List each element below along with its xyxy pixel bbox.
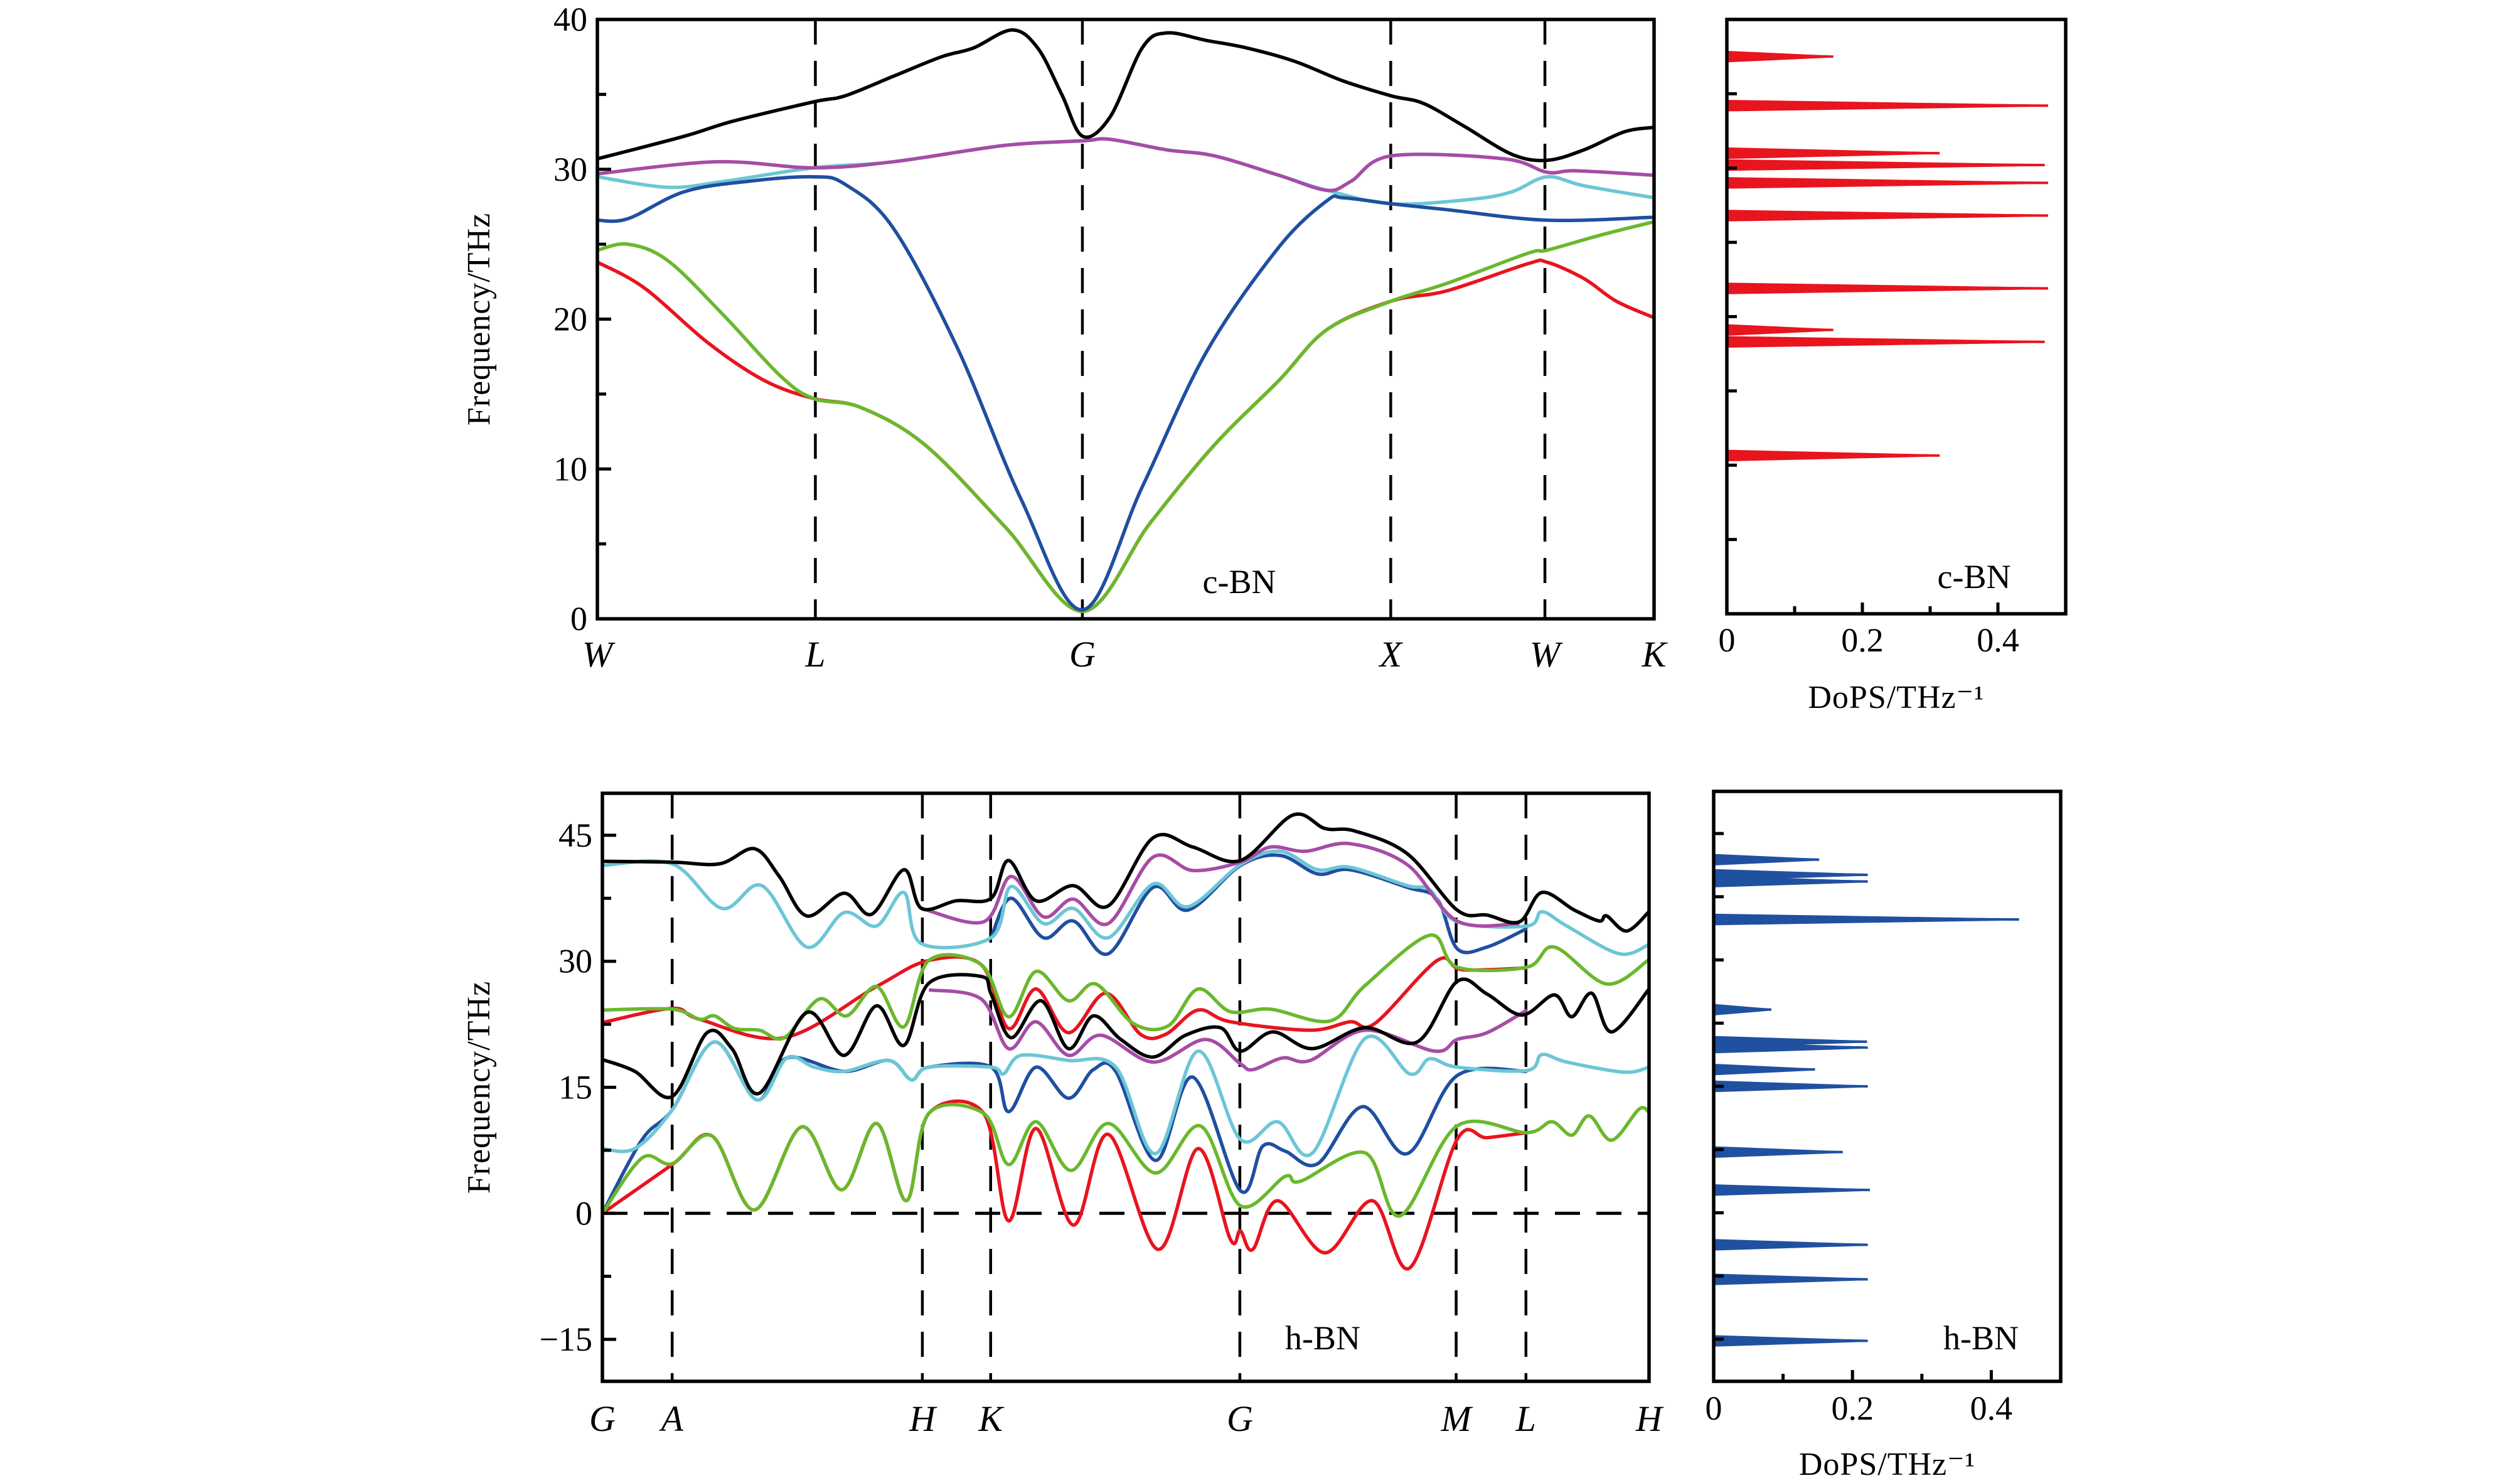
plot-frame — [1725, 18, 2068, 616]
k-point-label: X — [1379, 634, 1404, 675]
plot-area — [597, 19, 1654, 619]
phonon-branch-line — [597, 137, 1654, 193]
y-tick-label: 0 — [570, 600, 587, 638]
dos-peak-line — [1714, 1337, 1868, 1342]
dos-peak-line — [1727, 53, 1834, 58]
phonon-branch-line — [597, 174, 1654, 612]
phonon-branch-line — [597, 258, 1654, 613]
phonon-branch-line — [597, 220, 1654, 613]
dos-peak-line — [1714, 1276, 1868, 1281]
dos-peak-line — [1727, 452, 1940, 457]
k-point-label: W — [1530, 634, 1563, 675]
x-tick-label: 0.2 — [1831, 1389, 1874, 1427]
cbn-band-structure-panel: W L G X W K 0 10 20 30 40 Frequency/THz c-BN — [461, 1, 1668, 675]
dos-peak-line — [1727, 326, 1834, 331]
dos-peak-line — [1714, 1006, 1771, 1011]
dos-peak-line — [1714, 1038, 1867, 1043]
k-point-label: L — [1515, 1398, 1536, 1439]
k-point-label: G — [1227, 1398, 1253, 1439]
phonon-branch-line — [602, 973, 1649, 1100]
material-annotation: h-BN — [1943, 1319, 2019, 1357]
y-axis-label: Frequency/THz — [461, 981, 497, 1194]
x-tick-label: 0 — [1706, 1389, 1722, 1427]
k-point-label: H — [1635, 1398, 1664, 1439]
phonon-branch-line — [928, 988, 1528, 1072]
dos-peak-line — [1727, 102, 2048, 107]
y-tick-label: 15 — [558, 1069, 592, 1106]
k-point-label: K — [978, 1398, 1005, 1439]
k-point-label: M — [1440, 1398, 1473, 1439]
phonon-branch-line — [602, 1034, 1649, 1157]
dos-peak-line — [1714, 1148, 1843, 1154]
k-point-label: G — [1069, 634, 1096, 675]
phonon-branch-line — [989, 853, 1528, 956]
dos-peak-line — [1714, 1044, 1868, 1049]
phonon-branch-line — [602, 812, 1649, 933]
dos-peak-line — [1714, 856, 1820, 861]
dos-peak-line — [1714, 916, 2019, 921]
y-axis-label: Frequency/THz — [461, 213, 497, 426]
plot-area — [1714, 854, 2019, 1347]
phonon-branch-line — [921, 841, 1520, 928]
k-point-label: L — [804, 634, 825, 675]
y-tick-label: 45 — [558, 816, 592, 854]
k-point-label: G — [589, 1398, 616, 1439]
phonon-branch-line — [597, 137, 1654, 206]
x-tick-label: 0.4 — [1970, 1389, 2013, 1427]
k-point-label: H — [909, 1398, 937, 1439]
hbn-dos-panel: 0 0.2 0.4 DoPS/THz⁻¹ h-BN — [1706, 790, 2063, 1482]
phonon-branch-line — [602, 1103, 1649, 1218]
y-tick-label: 30 — [553, 151, 587, 188]
y-tick-label: 30 — [558, 943, 592, 980]
k-point-label: K — [1642, 634, 1668, 675]
y-tick-label: −15 — [540, 1320, 592, 1358]
phonon-branch-line — [602, 933, 1649, 1041]
y-tick-label: 40 — [553, 1, 587, 38]
x-axis-label: DoPS/THz⁻¹ — [1799, 1447, 1975, 1482]
dos-peak-line — [1727, 338, 2045, 343]
material-annotation: c-BN — [1203, 563, 1276, 601]
k-point-label: A — [658, 1398, 683, 1439]
plot-area — [602, 793, 1649, 1381]
dos-peak-line — [1714, 1186, 1870, 1192]
cbn-dos-panel: 0 0.2 0.4 DoPS/THz⁻¹ c-BN — [1719, 18, 2068, 715]
dos-peak-line — [1727, 212, 2048, 217]
dos-peak-line — [1727, 149, 1940, 155]
plot-frame — [595, 18, 1656, 621]
plot-frame — [601, 791, 1651, 1383]
y-tick-label: 0 — [575, 1194, 592, 1232]
x-tick-label: 0.2 — [1841, 621, 1884, 659]
plot-frame — [1712, 790, 2063, 1383]
phonon-branch-line — [602, 1099, 1527, 1271]
dos-peak-line — [1714, 1083, 1868, 1088]
dos-peak-line — [1727, 285, 2048, 290]
dos-peak-line — [1727, 161, 2045, 167]
plot-area — [1727, 50, 2048, 462]
material-annotation: h-BN — [1285, 1319, 1360, 1357]
x-axis-label: DoPS/THz⁻¹ — [1808, 680, 1984, 715]
dos-peak-line — [1714, 871, 1868, 876]
k-point-label: W — [582, 634, 616, 675]
dos-peak-line — [1714, 1066, 1815, 1071]
x-tick-label: 0 — [1719, 621, 1736, 659]
material-annotation: c-BN — [1938, 558, 2011, 596]
y-tick-label: 20 — [553, 301, 587, 338]
x-tick-label: 0.4 — [1977, 621, 2019, 659]
y-tick-label: 10 — [553, 450, 587, 488]
dos-peak-line — [1714, 1241, 1868, 1246]
phonon-branch-line — [597, 28, 1654, 163]
dos-peak-line — [1727, 179, 2048, 185]
dos-peak-line — [1714, 878, 1868, 883]
